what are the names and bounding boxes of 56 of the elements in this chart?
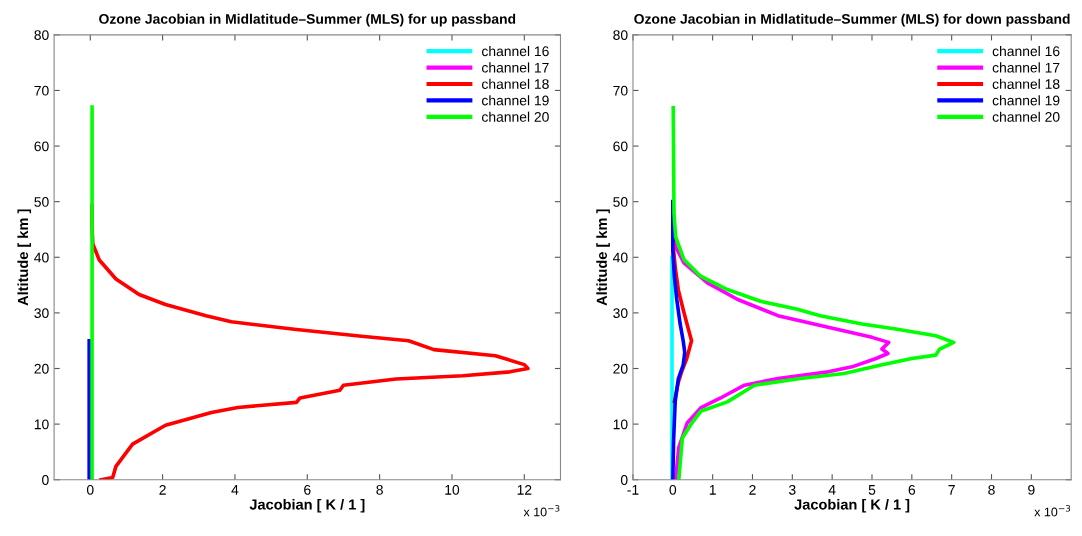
legend-label: channel 20 — [992, 111, 1060, 122]
legend-label: channel 19 — [482, 95, 549, 106]
y-tick-label: 80 — [613, 30, 628, 41]
y-tick-label: 50 — [613, 197, 628, 207]
y-tick-label: 40 — [612, 252, 628, 263]
x-tick-label: 2 — [749, 484, 756, 495]
x-axis-title: Jacobian [ K / 1 ] — [794, 498, 910, 513]
legend-label: channel 17 — [482, 62, 549, 73]
x-axis-title: Jacobian [ K / 1 ] — [249, 498, 365, 513]
x-tick-label: 7 — [948, 485, 955, 495]
x-tick-label: 6 — [304, 484, 311, 495]
y-tick-label: 10 — [613, 419, 628, 430]
y-tick-label: 70 — [34, 85, 49, 96]
y-tick-label: 80 — [34, 30, 49, 41]
y-tick-label: 60 — [613, 141, 628, 152]
x-tick-label: 8 — [376, 484, 383, 495]
legend-label: channel 17 — [992, 62, 1060, 73]
x-tick-label: 2 — [159, 484, 166, 495]
legend-label: channel 19 — [992, 95, 1060, 106]
legend-label: channel 16 — [992, 45, 1060, 57]
x-tick-label: 3 — [788, 484, 796, 495]
y-axis-title: Altitude [ km ] — [596, 209, 610, 306]
y-tick-label: 20 — [34, 363, 49, 374]
text: x 10$^{−3}$ — [523, 504, 560, 517]
x-tick-label: 0 — [669, 484, 677, 495]
x-tick-label: 5 — [868, 485, 876, 495]
x-tick-label: 8 — [988, 484, 995, 495]
legend-label: channel 16 — [482, 45, 549, 57]
x-tick-label: 4 — [828, 485, 836, 495]
y-tick-label: 30 — [613, 308, 628, 319]
text: x 10$^{−3}$ — [1034, 504, 1071, 517]
y-tick-label: 70 — [613, 85, 628, 96]
x-tick-label: 4 — [231, 485, 239, 495]
y-axis-title: Altitude [ km ] — [17, 209, 32, 306]
legend-label: channel 18 — [482, 78, 549, 89]
y-tick-label: 60 — [34, 141, 49, 152]
y-tick-label: 40 — [34, 252, 49, 263]
y-tick-label: 50 — [34, 197, 49, 207]
x-tick-label: 12 — [517, 484, 532, 495]
x-tick-label: 9 — [1028, 484, 1035, 495]
x-tick-label: -1 — [627, 485, 639, 495]
x-tick-label: 6 — [908, 484, 916, 495]
y-tick-label: 0 — [42, 475, 49, 485]
legend-label: channel 18 — [992, 78, 1060, 89]
chart-title: Ozone Jacobian in Midlatitude–Summer (MLS) for up passband — [99, 13, 516, 27]
line-series — [671, 105, 956, 480]
y-tick-label: 10 — [34, 419, 49, 430]
chart-title: Ozone Jacobian in Midlatitude–Summer (MLS) for down passband — [634, 13, 1070, 27]
y-tick-label: 20 — [613, 363, 628, 374]
x-tick-label: 0 — [86, 484, 94, 495]
legend-label: channel 20 — [482, 111, 549, 122]
line-series — [671, 199, 687, 480]
y-tick-label: 0 — [620, 475, 628, 485]
y-tick-label: 30 — [34, 308, 49, 319]
x-tick-label: 10 — [445, 484, 460, 495]
x-tick-label: 1 — [709, 485, 716, 495]
